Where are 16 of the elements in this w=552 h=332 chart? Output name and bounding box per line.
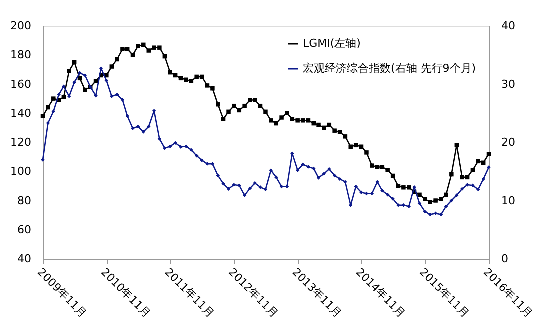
y2-tick-label: 0 — [502, 252, 508, 266]
y-tick-label: 200 — [10, 20, 32, 32]
y-tick-label: 80 — [18, 194, 32, 208]
y-tick-label: 160 — [10, 78, 32, 91]
y-tick-label: 100 — [10, 165, 32, 178]
y-tick-label: 60 — [18, 223, 32, 236]
y2-tick-label: 20 — [502, 136, 516, 149]
y-tick-label: 40 — [18, 252, 32, 266]
y2-tick-label: 40 — [502, 20, 516, 32]
y2-tick-label: 10 — [502, 194, 516, 208]
legend-label: LGMI(左轴) — [303, 37, 361, 50]
y-tick-label: 120 — [10, 136, 32, 149]
y-tick-label: 140 — [10, 106, 32, 120]
y2-tick-label: 30 — [502, 78, 516, 91]
y-tick-label: 180 — [10, 48, 32, 62]
legend-label: 宏观经济综合指数(右轴 先行9个月) — [303, 62, 476, 75]
